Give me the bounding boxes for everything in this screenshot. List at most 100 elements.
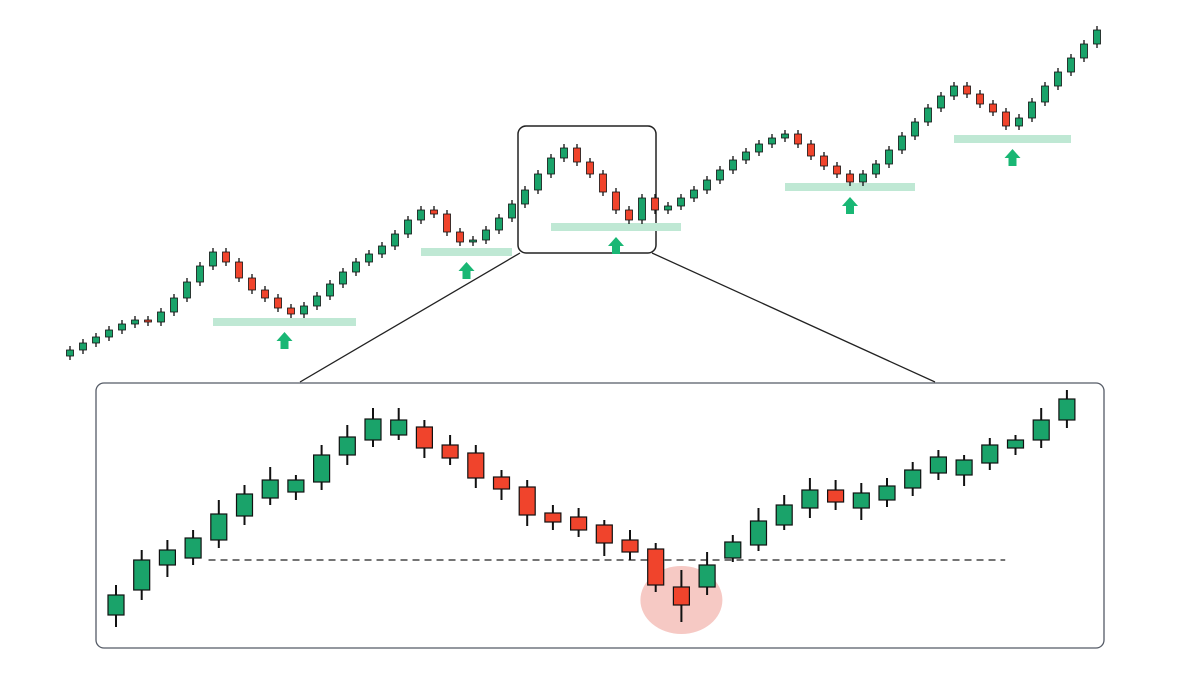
candle-body — [1080, 43, 1088, 59]
candle-body — [924, 107, 932, 123]
candle-body — [872, 163, 880, 175]
candle-body — [313, 454, 331, 483]
candle-body — [937, 95, 945, 109]
candle-body — [544, 512, 562, 523]
candle-body — [518, 486, 536, 516]
candle-body — [326, 283, 334, 297]
candle-body — [1015, 117, 1023, 127]
candle-body — [352, 261, 360, 273]
candle-body — [755, 143, 763, 153]
candle-body — [638, 197, 646, 221]
candle-body — [469, 239, 477, 243]
candle-body — [508, 203, 516, 219]
candle-body — [235, 261, 243, 279]
candle-body — [612, 191, 620, 211]
candle-body — [248, 277, 256, 291]
support-arrow — [842, 197, 858, 214]
candle-body — [521, 189, 529, 205]
candle-body — [222, 251, 230, 263]
candle-body — [456, 231, 464, 243]
candle-body — [885, 149, 893, 165]
candle-body — [1054, 71, 1062, 87]
support-arrow — [276, 332, 293, 349]
candle-body — [364, 418, 382, 441]
candle-body — [703, 179, 711, 191]
candle-body — [801, 489, 819, 509]
candle-body — [534, 173, 542, 191]
candle-body — [391, 233, 399, 247]
candle-body — [158, 549, 176, 566]
candle-body — [651, 197, 659, 211]
candle-body — [441, 444, 459, 459]
candle-body — [698, 564, 716, 588]
candle-body — [625, 209, 633, 221]
candle-body — [157, 311, 165, 323]
candle-body — [261, 479, 279, 499]
candle-body — [989, 103, 997, 113]
candle-body — [184, 537, 202, 559]
candle-body — [647, 548, 665, 586]
candle-body — [107, 594, 125, 616]
candle-body — [66, 349, 74, 357]
candle-body — [672, 586, 691, 606]
candle-body — [79, 342, 87, 351]
candle-body — [274, 297, 282, 309]
candle-body — [118, 323, 126, 331]
candle-body — [1032, 419, 1050, 441]
candle-body — [313, 295, 321, 307]
candle-body — [415, 426, 433, 449]
candle-body — [482, 229, 490, 241]
candle-body — [492, 476, 511, 490]
candle-body — [911, 121, 919, 137]
candle-body — [183, 281, 191, 299]
candle-body — [1006, 439, 1025, 449]
candle-body — [287, 307, 295, 315]
candle-body — [235, 493, 254, 517]
candle-body — [794, 133, 802, 145]
candle-body — [768, 137, 776, 145]
candle-body — [859, 173, 867, 183]
candle-body — [878, 485, 896, 501]
candle-body — [560, 147, 568, 159]
candle-body — [430, 209, 438, 215]
candle-body — [443, 213, 451, 233]
support-arrow — [458, 262, 475, 279]
candle-body — [595, 524, 613, 544]
candle-body — [664, 205, 672, 211]
candle-body — [716, 169, 724, 181]
candle-body — [976, 93, 984, 105]
zoom-connector — [651, 252, 936, 383]
candle-body — [338, 436, 356, 456]
candle-body — [1028, 101, 1036, 119]
candle-body — [573, 147, 581, 163]
candle-body — [852, 492, 870, 509]
candle-body — [133, 559, 151, 591]
candle-body — [261, 289, 269, 299]
candle-body — [287, 479, 305, 493]
candle-body — [1041, 85, 1049, 103]
candle-body — [955, 459, 973, 476]
candle-body — [92, 336, 100, 344]
candle-body — [781, 133, 789, 139]
candle-body — [820, 155, 828, 167]
candle-body — [1093, 29, 1101, 45]
candle-body — [547, 157, 555, 175]
candle-body — [846, 173, 854, 183]
support-arrow — [608, 237, 624, 254]
candle-body — [1058, 398, 1076, 421]
candle-body — [209, 251, 217, 267]
candle-body — [1002, 111, 1010, 127]
candle-body — [826, 489, 845, 503]
candle-body — [495, 217, 503, 231]
candle-body — [950, 85, 958, 97]
candle-body — [807, 143, 815, 157]
candle-body — [586, 161, 594, 175]
candle-body — [170, 297, 178, 313]
candle-body — [963, 85, 971, 95]
candle-body — [1067, 57, 1075, 73]
candle-body — [833, 165, 841, 175]
candle-body — [210, 513, 228, 541]
candle-body — [569, 516, 588, 531]
candle-body — [904, 469, 922, 489]
